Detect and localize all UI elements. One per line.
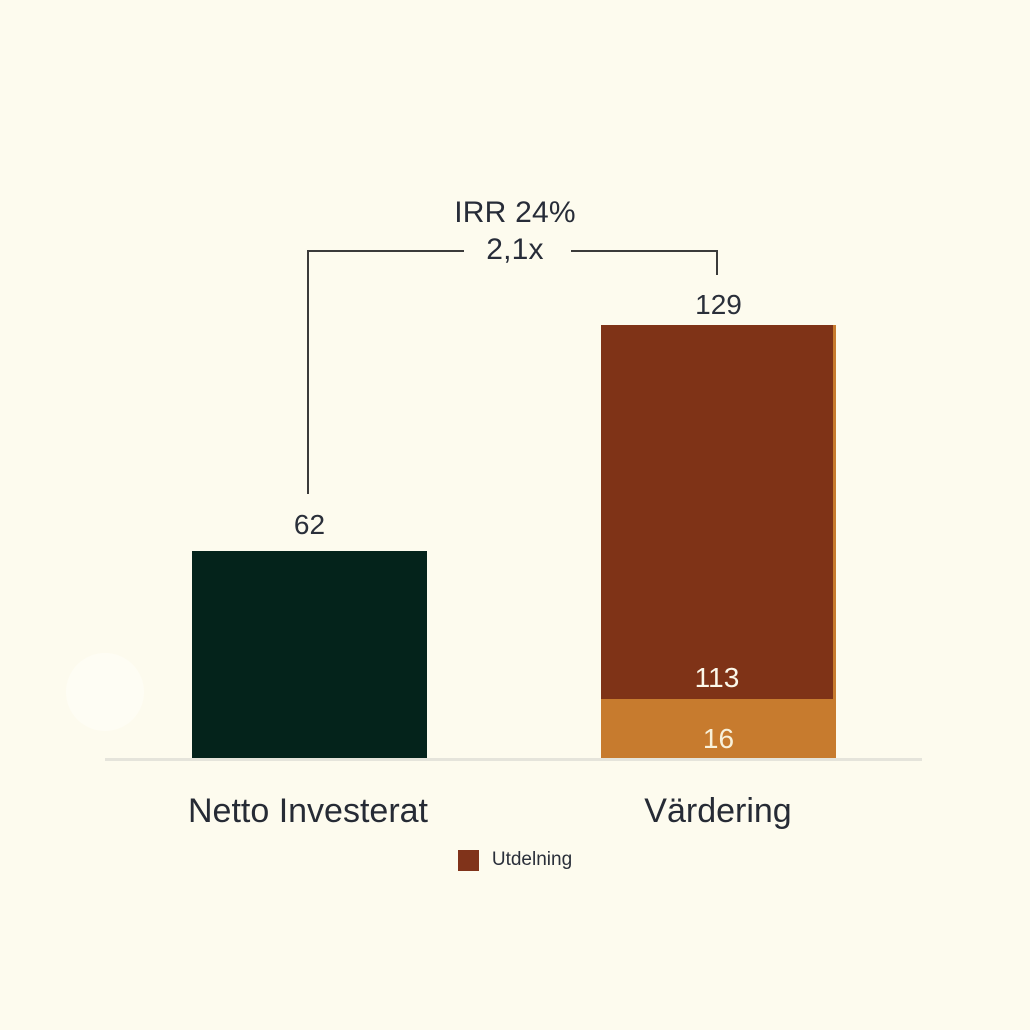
value-label-segment-16: 16 <box>702 723 735 754</box>
category-label-vardering: Värdering <box>644 792 792 830</box>
bar-vardering: 16 113 <box>601 325 836 760</box>
category-label-netto-investerat: Netto Investerat <box>187 792 428 830</box>
irr-annotation: IRR 24% <box>454 196 576 229</box>
decorative-blob <box>66 653 144 731</box>
value-label-segment-113: 113 <box>694 662 740 693</box>
connector-right-vertical-line <box>716 250 718 275</box>
x-axis-line <box>105 758 922 761</box>
value-label-vardering-total: 129 <box>695 289 742 320</box>
bar-segment-vardering: 113 <box>601 325 833 699</box>
multiple-annotation: 2,1x <box>486 233 544 266</box>
legend: Utdelning <box>0 849 1030 871</box>
legend-swatch-utdelning[interactable] <box>457 849 479 871</box>
connector-right-horizontal-line <box>571 250 718 252</box>
legend-label-utdelning[interactable]: Utdelning <box>491 849 573 870</box>
value-label-netto-investerat: 62 <box>293 509 326 540</box>
connector-left-vertical-line <box>307 250 309 494</box>
bar-netto-investerat <box>192 551 427 760</box>
connector-left-horizontal-line <box>307 250 464 252</box>
